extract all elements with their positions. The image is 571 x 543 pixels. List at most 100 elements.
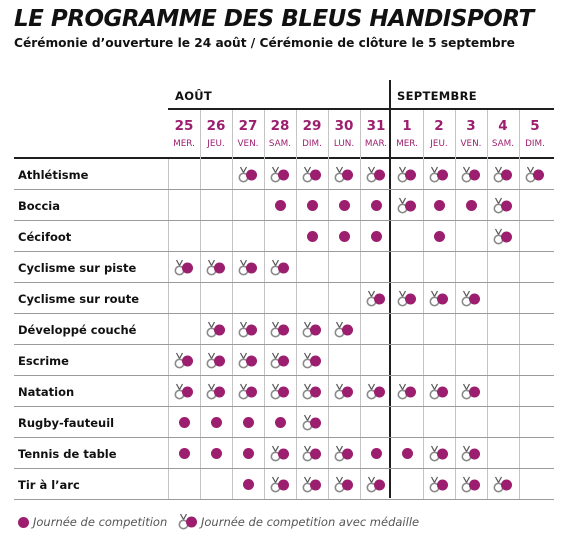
medal-icon [492,228,514,246]
day-name: MER. [396,139,418,149]
day-number: 3 [466,118,476,134]
competition-dot-icon [274,200,286,211]
medal-icon [269,321,291,339]
grid-column-line [328,110,329,499]
medal-icon [460,383,482,401]
competition-dot-icon [401,448,413,459]
medal-icon [301,166,323,184]
sport-label: Natation [18,385,75,399]
competition-dot-icon [465,200,477,211]
grid-column-line [264,110,265,499]
medal-icon [301,321,323,339]
medal-icon [205,352,227,370]
grid-column-line [519,110,520,499]
sport-label: Athlétisme [18,168,89,182]
medal-icon [237,321,259,339]
day-name: SAM. [268,139,292,149]
competition-dot-icon [306,200,318,211]
day-name: VEN. [237,139,259,149]
sport-label: Tir à l’arc [18,478,80,492]
medal-icon [428,383,450,401]
medal-icon [205,259,227,277]
sport-label: Boccia [18,199,61,213]
medal-icon [333,321,355,339]
medal-icon [492,476,514,494]
day-name: JEU. [207,139,225,149]
medal-icon [269,476,291,494]
competition-dot-icon [338,231,350,242]
medal-icon [428,445,450,463]
month-rule [168,108,554,110]
medal-icon [460,445,482,463]
medal-icon [365,166,387,184]
medal-icon [237,259,259,277]
medal-icon [365,290,387,308]
medal-icon [173,383,195,401]
row-divider [14,313,554,314]
medal-icon [173,259,195,277]
medal-icon [365,476,387,494]
grid-column-line [455,110,456,499]
day-name: MER. [173,139,195,149]
grid-column-line [168,159,169,499]
competition-dot-icon [433,200,445,211]
competition-dot-icon [242,448,254,459]
medal-icon [301,414,323,432]
medal-icon [396,383,418,401]
medal-icon [269,383,291,401]
medal-icon [237,383,259,401]
competition-dot-icon [242,479,254,490]
row-divider [14,406,554,407]
sport-label: Tennis de table [18,447,117,461]
medal-icon [396,290,418,308]
competition-dot-icon [370,200,382,211]
sport-label: Escrime [18,354,69,368]
medal-icon [524,166,546,184]
page-title: LE PROGRAMME DES BLEUS HANDISPORT [14,6,534,32]
row-divider [14,189,554,190]
medal-icon [301,383,323,401]
competition-dot-icon [370,231,382,242]
medal-icon [428,166,450,184]
medal-icon [205,321,227,339]
medal-icon [269,166,291,184]
page-subtitle: Cérémonie d’ouverture le 24 août / Cérém… [14,36,515,50]
row-divider [14,437,554,438]
day-number: 2 [434,118,444,134]
medal-icon [460,290,482,308]
competition-dot-icon [433,231,445,242]
medal-icon [428,476,450,494]
day-number: 29 [302,118,322,134]
legend-competition: Journée de competition [33,515,168,529]
medal-icon [492,197,514,215]
competition-dot-icon [178,448,190,459]
medal-icon [333,445,355,463]
competition-dot-icon [306,231,318,242]
medal-icon [173,352,195,370]
medal-icon [460,166,482,184]
medal-icon [396,166,418,184]
day-number: 1 [402,118,412,134]
medal-icon [333,383,355,401]
medal-icon [428,290,450,308]
medal-icon [269,445,291,463]
competition-dot-icon [242,417,254,428]
medal-icon [460,476,482,494]
medal-icon [269,352,291,370]
row-divider [14,499,554,500]
sport-label: Cyclisme sur piste [18,261,137,275]
day-number: 28 [270,118,290,134]
day-number: 5 [530,118,540,134]
legend-medal: Journée de competition avec médaille [201,515,420,529]
header-rule [14,157,554,159]
row-divider [14,282,554,283]
row-divider [14,220,554,221]
medal-icon [333,476,355,494]
day-name: DIM. [302,139,322,149]
sport-label: Cyclisme sur route [18,292,140,306]
grid-column-line [296,110,297,499]
competition-dot-icon [370,448,382,459]
month-aout: AOÛT [175,89,213,103]
day-number: 27 [238,118,258,134]
day-name: SAM. [491,139,515,149]
